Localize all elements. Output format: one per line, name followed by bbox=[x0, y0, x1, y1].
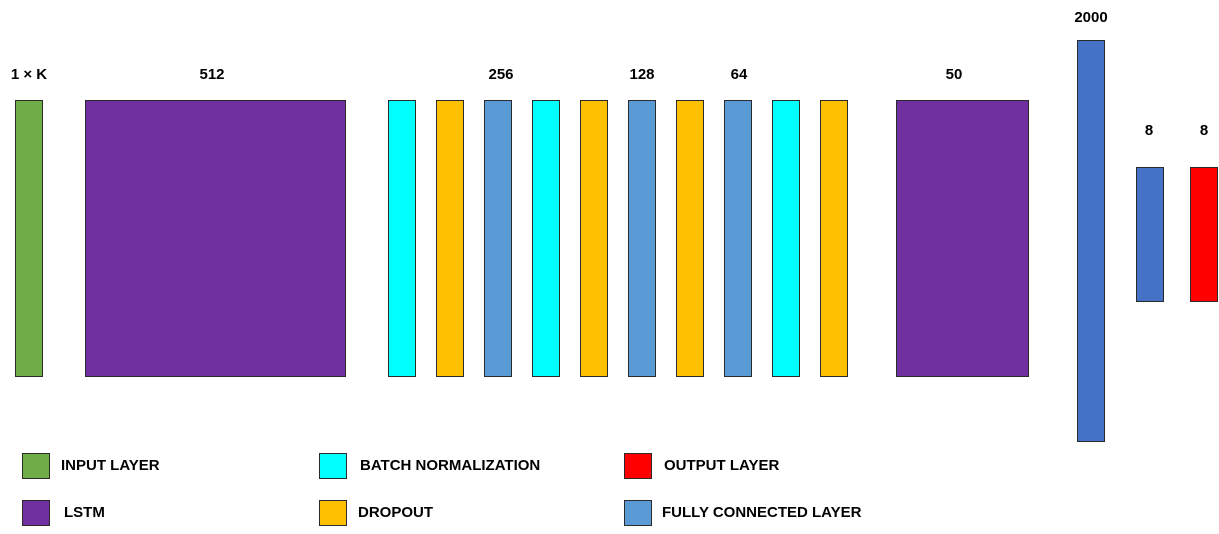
fc-8-block bbox=[1136, 167, 1164, 302]
lstm-512-block bbox=[85, 100, 346, 377]
fc-2000-size-label: 2000 bbox=[1074, 9, 1108, 26]
legend-input-swatch bbox=[22, 453, 50, 479]
legend-dropout-label: DROPOUT bbox=[358, 504, 433, 521]
block-256-size-label: 256 bbox=[488, 66, 514, 83]
fc-2000-block bbox=[1077, 40, 1105, 442]
dropout-block-1 bbox=[436, 100, 464, 377]
output-layer-block bbox=[1190, 167, 1218, 302]
lstm-50-block bbox=[896, 100, 1029, 377]
block-128-size-label: 128 bbox=[629, 66, 655, 83]
legend-lstm-swatch bbox=[22, 500, 50, 526]
batch-norm-block-2 bbox=[532, 100, 560, 377]
batch-norm-block-1 bbox=[388, 100, 416, 377]
lstm-50-size-label: 50 bbox=[945, 66, 963, 83]
fc-8-size-label: 8 bbox=[1144, 122, 1154, 139]
legend-output-swatch bbox=[624, 453, 652, 479]
legend-fc-swatch bbox=[624, 500, 652, 526]
legend-dropout-swatch bbox=[319, 500, 347, 526]
legend-output-label: OUTPUT LAYER bbox=[664, 457, 780, 474]
dropout-block-4 bbox=[820, 100, 848, 377]
fc-64-block bbox=[724, 100, 752, 377]
legend-input-label: INPUT LAYER bbox=[61, 457, 160, 474]
fc-256-block bbox=[484, 100, 512, 377]
dropout-block-3 bbox=[676, 100, 704, 377]
output-8-size-label: 8 bbox=[1199, 122, 1209, 139]
legend-lstm-label: LSTM bbox=[64, 504, 105, 521]
batch-norm-block-3 bbox=[772, 100, 800, 377]
legend-batch-norm-swatch bbox=[319, 453, 347, 479]
input-layer-block bbox=[15, 100, 43, 377]
block-64-size-label: 64 bbox=[730, 66, 748, 83]
fc-128-block bbox=[628, 100, 656, 377]
legend-batch-norm-label: BATCH NORMALIZATION bbox=[360, 457, 541, 474]
legend-fc-label: FULLY CONNECTED LAYER bbox=[662, 504, 862, 521]
lstm-512-size-label: 512 bbox=[199, 66, 225, 83]
input-size-label: 1 × K bbox=[10, 66, 48, 83]
dropout-block-2 bbox=[580, 100, 608, 377]
